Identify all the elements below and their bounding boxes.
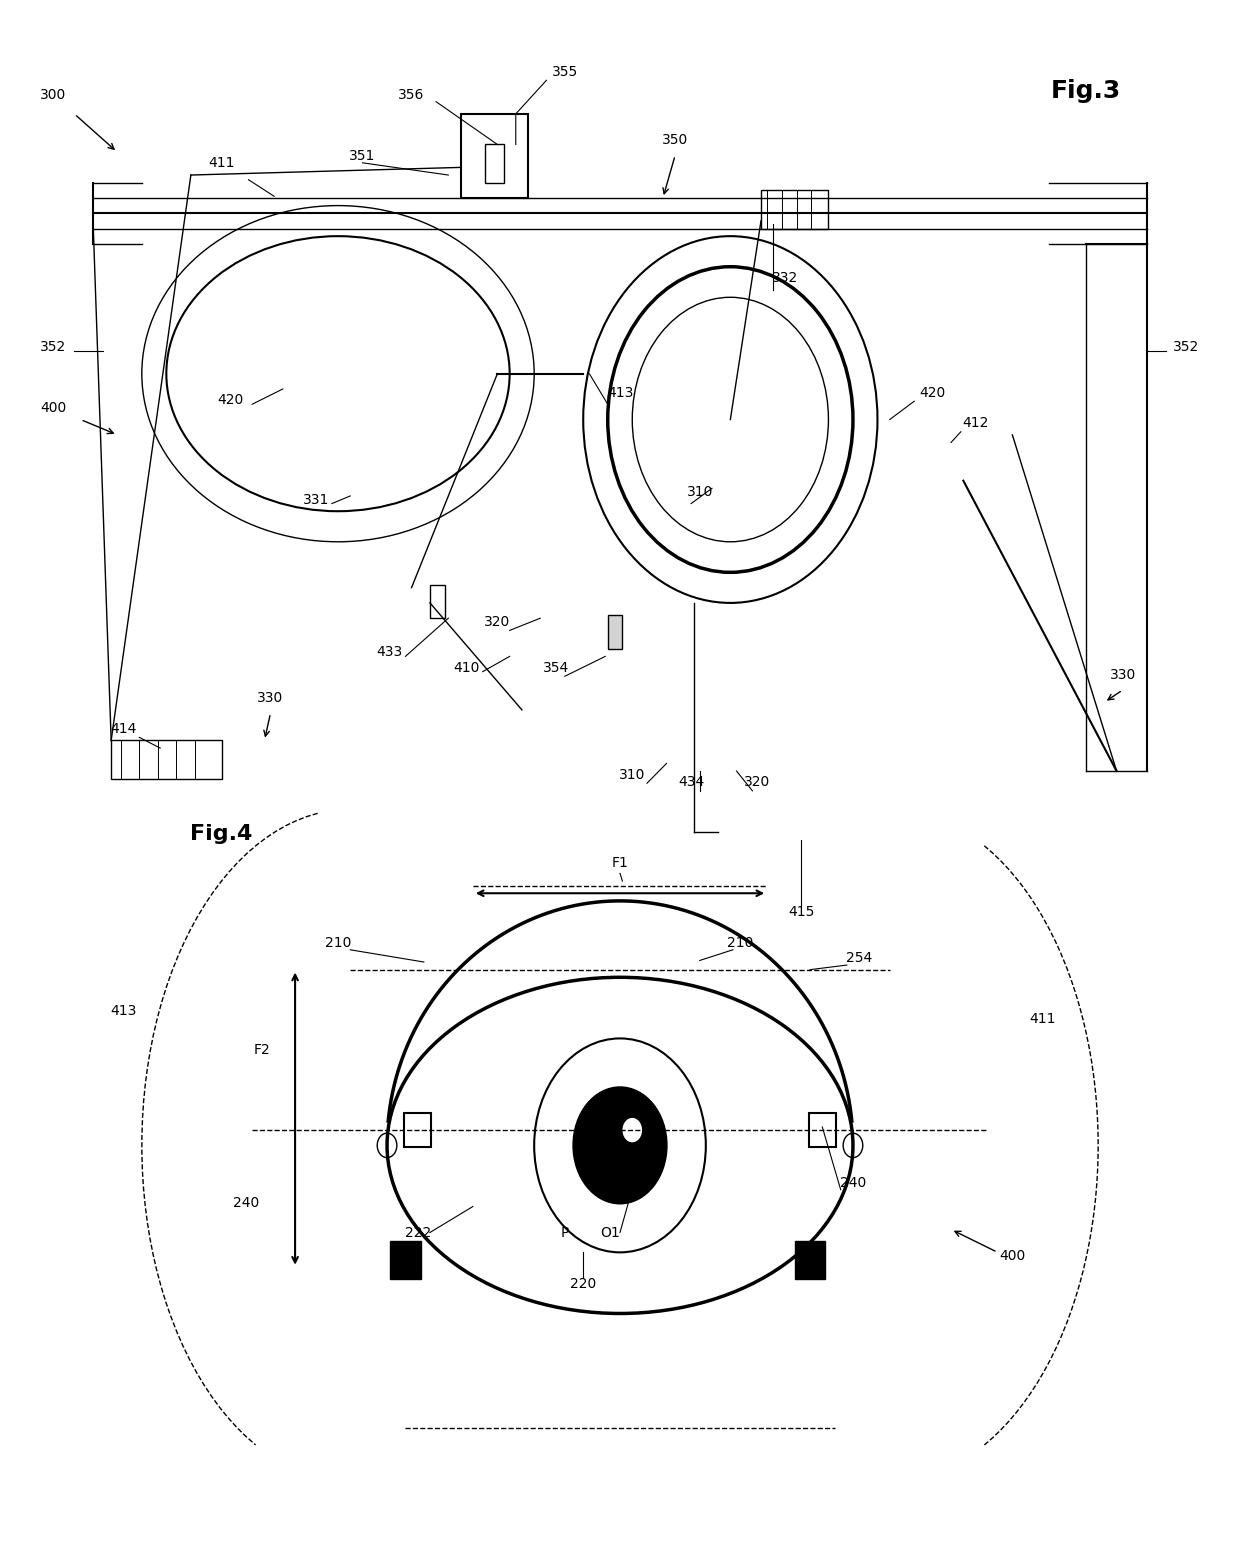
Text: 413: 413 [606, 386, 634, 399]
Circle shape [622, 1118, 642, 1143]
Text: 413: 413 [110, 1004, 136, 1019]
Text: P: P [560, 1226, 569, 1240]
Text: 330: 330 [1110, 668, 1136, 682]
Text: 414: 414 [110, 722, 136, 736]
Bar [485, 145, 503, 182]
Text: 300: 300 [41, 88, 67, 102]
Text: 254: 254 [846, 951, 872, 965]
Text: 351: 351 [350, 148, 376, 163]
Bar [391, 1241, 420, 1280]
Text: 220: 220 [570, 1277, 596, 1291]
Text: 331: 331 [303, 492, 329, 507]
Text: 352: 352 [41, 339, 67, 353]
Circle shape [573, 1087, 667, 1203]
Bar [460, 114, 528, 197]
Text: 415: 415 [789, 905, 815, 919]
Text: 222: 222 [404, 1226, 430, 1240]
Text: 400: 400 [999, 1249, 1025, 1263]
Text: 320: 320 [744, 776, 770, 790]
Text: 240: 240 [233, 1195, 259, 1209]
Text: 411: 411 [1029, 1012, 1056, 1025]
Text: O1: O1 [600, 1226, 620, 1240]
Bar [808, 1113, 836, 1147]
Text: 355: 355 [552, 65, 578, 79]
Bar [430, 584, 445, 618]
Text: Fig.3: Fig.3 [1050, 79, 1121, 103]
Text: 332: 332 [773, 271, 799, 285]
Text: F2: F2 [254, 1042, 270, 1056]
Bar [404, 1113, 432, 1147]
Bar [112, 740, 222, 779]
Bar [761, 190, 828, 228]
Text: 412: 412 [962, 416, 988, 430]
Text: 356: 356 [398, 88, 425, 102]
Text: 350: 350 [662, 134, 688, 148]
Text: 434: 434 [678, 776, 704, 790]
Text: 433: 433 [377, 646, 403, 660]
Text: 240: 240 [839, 1175, 866, 1189]
Text: 420: 420 [920, 386, 946, 399]
Text: 310: 310 [687, 484, 713, 500]
Text: 210: 210 [727, 936, 754, 950]
Text: Fig.4: Fig.4 [190, 823, 253, 843]
Bar [795, 1241, 826, 1280]
Text: 310: 310 [619, 768, 646, 782]
Text: 400: 400 [41, 401, 67, 415]
Text: 354: 354 [543, 660, 569, 675]
Text: 330: 330 [258, 691, 284, 705]
Text: 320: 320 [485, 615, 511, 629]
Text: 352: 352 [1173, 339, 1199, 353]
Text: F1: F1 [611, 856, 629, 870]
Text: 410: 410 [454, 660, 480, 675]
Text: 420: 420 [217, 393, 243, 407]
Bar [608, 615, 622, 649]
Text: 411: 411 [208, 156, 234, 171]
Text: 210: 210 [325, 936, 351, 950]
